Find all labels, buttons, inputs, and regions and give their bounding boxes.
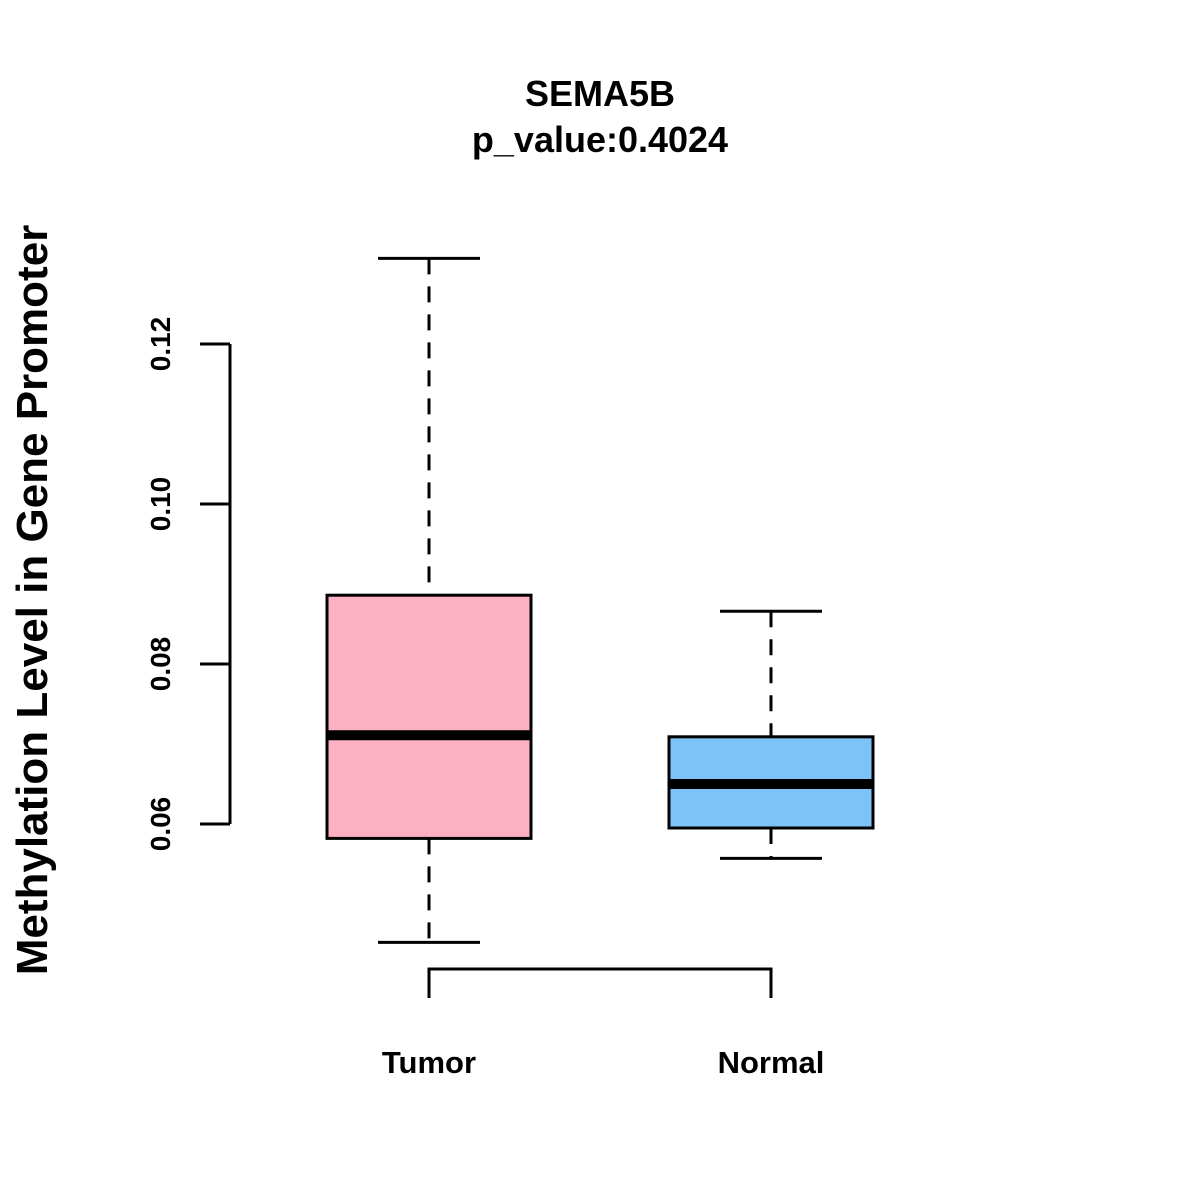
iqr-box: [325, 593, 533, 840]
category-labels: Tumor Normal: [382, 1045, 824, 1080]
y-tick-label: 0.06: [145, 797, 176, 852]
y-axis-label: Methylation Level in Gene Promoter: [8, 225, 57, 976]
category-label-tumor: Tumor: [382, 1045, 476, 1080]
chart-title: SEMA5B: [525, 73, 675, 114]
box-normal: [667, 609, 875, 860]
comparison-bracket: [427, 967, 773, 998]
category-label-normal: Normal: [718, 1045, 825, 1080]
y-tick-label: 0.10: [145, 477, 176, 532]
y-tick-label: 0.12: [145, 317, 176, 372]
boxes-group: [325, 256, 875, 944]
y-axis: 0.06 0.08 0.10 0.12: [145, 317, 232, 852]
box-tumor: [325, 256, 533, 944]
y-tick-label: 0.08: [145, 637, 176, 692]
chart-subtitle: p_value:0.4024: [472, 119, 728, 160]
